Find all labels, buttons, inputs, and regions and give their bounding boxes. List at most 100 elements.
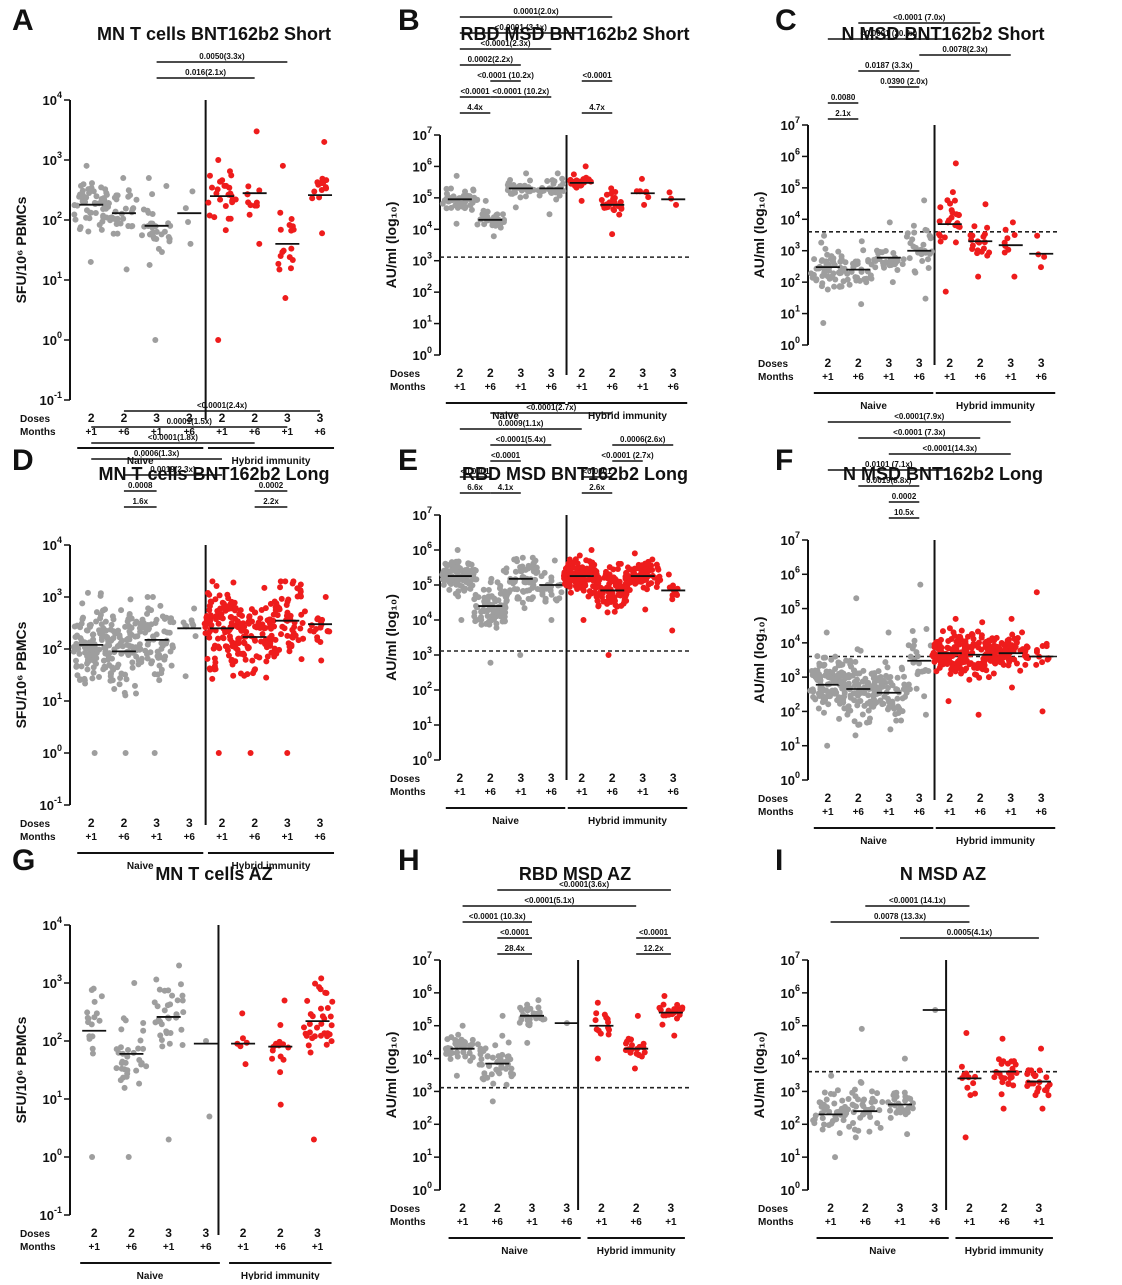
data-point [500,609,507,616]
y-tick-label: 107 [781,950,800,968]
group-1-points [845,1025,886,1141]
y-tick-label: 105 [781,178,800,196]
data-point [299,619,306,626]
data-point [122,205,129,212]
data-point [440,581,447,588]
data-point [323,1041,330,1048]
data-point [287,616,294,623]
group-3-points [537,557,565,623]
data-point [158,248,165,255]
panel-letter: I [775,844,783,877]
data-point [130,1049,137,1056]
data-point [494,211,501,218]
group-2-points [504,170,537,211]
data-point [956,223,963,230]
data-point [152,1019,159,1026]
data-point [152,337,159,343]
data-point [855,1096,862,1103]
data-point [493,620,500,627]
data-point [271,598,278,605]
significance-bracket: <0.0001(5.1x) [462,896,637,907]
data-point [946,657,953,664]
data-point [834,1087,841,1094]
data-point [125,187,132,194]
data-point [86,651,93,658]
data-point [81,644,88,651]
data-point [907,653,914,660]
naive-cohort-label: Naive [501,1246,528,1257]
data-point [135,1045,142,1052]
data-point [97,592,104,599]
data-point [319,1013,326,1020]
data-point [964,1084,971,1091]
data-point [1007,643,1014,650]
dose-tick-label: 3 [1007,791,1014,805]
data-point [83,194,90,201]
data-point [113,1065,120,1072]
dose-tick-label: 3 [548,366,555,380]
data-point [283,601,290,608]
data-point [923,227,930,234]
data-point [559,175,566,182]
data-point [222,643,229,650]
panel-title: N MSD AZ [900,864,986,884]
data-point [893,686,900,693]
data-point [831,1100,838,1107]
data-point [480,1047,487,1054]
data-point [298,656,305,663]
data-point [146,261,153,268]
significance-bracket: <0.0001(2.7x) [490,403,613,414]
data-point [467,585,474,592]
naive-cohort-label: Naive [869,1246,896,1257]
data-point [855,1127,862,1134]
data-point [533,570,540,577]
data-point [1033,589,1040,596]
data-point [904,1131,911,1138]
doses-label: Doses [390,369,420,380]
y-axis-label: AU/ml (log₁₀) [383,1032,399,1119]
months-label: Months [390,1217,426,1228]
month-tick-label: +6 [975,372,987,383]
data-point [916,660,923,667]
data-point [643,576,650,583]
data-point [831,679,838,686]
data-point [499,1032,506,1039]
data-point [975,660,982,667]
data-point [962,1134,969,1141]
data-point [498,590,505,597]
data-point [500,219,507,226]
data-point [278,631,285,638]
data-point [177,981,184,988]
data-point [102,205,109,212]
data-point [850,1119,857,1126]
data-point [568,180,575,187]
y-tick-label: 101 [781,304,800,322]
panel-letter: G [12,844,35,877]
significance-bracket: <0.0001 [459,467,491,478]
bracket-label: 0.0008 [128,481,153,490]
data-point [936,657,943,664]
data-point [459,1022,466,1029]
data-point [212,666,219,673]
data-point [609,231,616,238]
data-point [490,1080,497,1087]
data-point [899,666,906,673]
bracket-label: <0.0001(3.6x) [559,880,609,889]
group-0-points [70,589,113,756]
data-point [495,1053,502,1060]
data-point [513,555,520,562]
data-point [553,196,560,203]
data-point [90,636,97,643]
data-point [149,658,156,665]
group-7-points [1033,589,1052,715]
data-point [317,639,324,646]
month-tick-label: +6 [607,382,619,393]
data-point [653,583,660,590]
y-tick-label: 107 [781,530,800,548]
data-point [822,654,829,661]
data-point [593,1026,600,1033]
data-point [289,580,296,587]
data-point [317,1032,324,1039]
month-tick-label: +1 [944,807,956,818]
data-point [580,587,587,594]
